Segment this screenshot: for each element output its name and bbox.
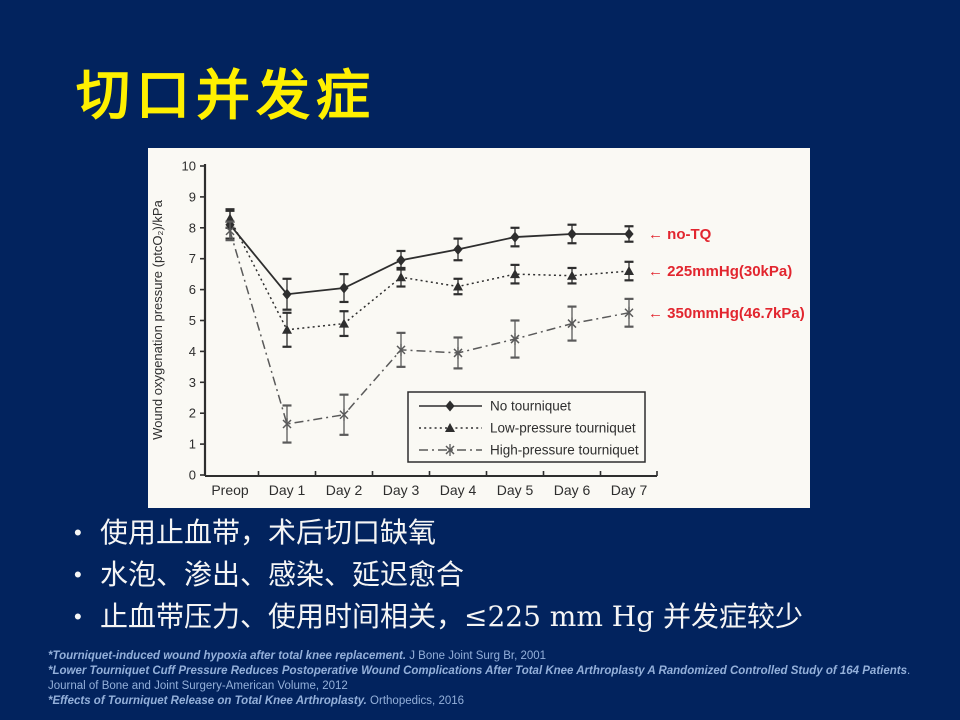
svg-text:2: 2 — [189, 406, 196, 421]
bullet-icon: • — [74, 520, 82, 545]
bullet-item: • 使用止血带，术后切口缺氧 — [74, 512, 803, 554]
svg-text:8: 8 — [189, 220, 196, 235]
svg-text:4: 4 — [189, 344, 196, 359]
svg-text:10: 10 — [182, 159, 196, 174]
svg-text:Wound oxygenation pressure (pt: Wound oxygenation pressure (ptcO₂)/kPa — [150, 199, 165, 439]
svg-text:7: 7 — [189, 251, 196, 266]
svg-text:Day 3: Day 3 — [383, 482, 420, 498]
chart-figure: 0 1 2 3 4 5 6 7 8 9 10 Preop Day 1 Day 2 Day 3 Day 4 Day… — [148, 148, 810, 508]
svg-text:9: 9 — [189, 189, 196, 204]
series-annotation: ← no-TQ — [648, 226, 712, 243]
svg-text:Day 5: Day 5 — [497, 482, 534, 498]
bullet-item: • 水泡、渗出、感染、延迟愈合 — [74, 554, 803, 596]
bullet-text: 使用止血带，术后切口缺氧 — [100, 516, 437, 549]
svg-text:Day 7: Day 7 — [611, 482, 648, 498]
bullet-icon: • — [74, 604, 82, 629]
citation-item: *Effects of Tourniquet Release on Total … — [48, 694, 936, 709]
svg-text:Preop: Preop — [211, 482, 249, 498]
svg-text:1: 1 — [189, 437, 196, 452]
svg-text:Day 4: Day 4 — [440, 482, 477, 498]
bullet-icon: • — [74, 562, 82, 587]
series-annotation: ← 225mmHg(30kPa) — [648, 263, 792, 280]
citation-title: *Effects of Tourniquet Release on Total … — [48, 695, 367, 707]
svg-text:Day 2: Day 2 — [326, 482, 363, 498]
svg-text:6: 6 — [189, 282, 196, 297]
citation-source: J Bone Joint Surg Br, 2001 — [406, 650, 547, 662]
chart-svg: 0 1 2 3 4 5 6 7 8 9 10 Preop Day 1 Day 2 Day 3 Day 4 Day… — [150, 159, 805, 499]
citation-item: *Tourniquet-induced wound hypoxia after … — [48, 649, 936, 664]
svg-text:5: 5 — [189, 313, 196, 328]
citation-source: . Journal of Bone and Joint Surgery-Amer… — [48, 665, 911, 692]
page-title: 切口并发症 — [76, 63, 376, 127]
bullet-text: 止血带压力、使用时间相关，≤225 mm Hg 并发症较少 — [100, 600, 804, 633]
citation-source: Orthopedics, 2016 — [366, 695, 465, 707]
bullet-item: • 止血带压力、使用时间相关，≤225 mm Hg 并发症较少 — [74, 596, 803, 638]
svg-text:Low-pressure tourniquet: Low-pressure tourniquet — [490, 421, 636, 436]
bullet-list: • 使用止血带，术后切口缺氧 • 水泡、渗出、感染、延迟愈合 • 止血带压力、使用时间… — [74, 512, 803, 638]
svg-text:Day 6: Day 6 — [554, 482, 591, 498]
svg-text:No tourniquet: No tourniquet — [490, 399, 571, 414]
svg-text:High-pressure tourniquet: High-pressure tourniquet — [490, 443, 639, 458]
svg-text:3: 3 — [189, 375, 196, 390]
bullet-text: 水泡、渗出、感染、延迟愈合 — [100, 558, 465, 591]
svg-text:Day 1: Day 1 — [269, 482, 306, 498]
citation-title: *Tourniquet-induced wound hypoxia after … — [48, 650, 407, 662]
citation-item: *Lower Tourniquet Cuff Pressure Reduces … — [48, 664, 936, 694]
chart-canvas: 0 1 2 3 4 5 6 7 8 9 10 Preop Day 1 Day 2 Day 3 Day 4 Day… — [148, 148, 810, 508]
citation-title: *Lower Tourniquet Cuff Pressure Reduces … — [48, 665, 907, 677]
series-annotation: ← 350mmHg(46.7kPa) — [648, 305, 805, 322]
citation-list: *Tourniquet-induced wound hypoxia after … — [48, 649, 936, 709]
svg-text:0: 0 — [189, 468, 196, 483]
